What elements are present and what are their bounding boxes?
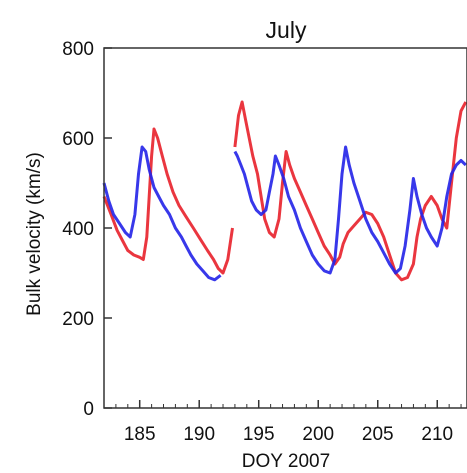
x-axis: 185 190 195 200 205 210 bbox=[103, 400, 462, 445]
x-tick-label: 185 bbox=[124, 424, 156, 445]
y-tick-label: 600 bbox=[62, 129, 94, 150]
y-tick-label: 0 bbox=[83, 399, 94, 420]
y-axis-title: Bulk velocity (km/s) bbox=[24, 152, 45, 316]
chart-title: July bbox=[266, 17, 307, 43]
x-axis-title: DOY 2007 bbox=[242, 451, 330, 472]
series-0-line bbox=[102, 127, 234, 275]
x-tick-label: 200 bbox=[302, 424, 334, 445]
x-tick-label: 205 bbox=[362, 424, 394, 445]
y-tick-label: 200 bbox=[62, 309, 94, 330]
series-1-line bbox=[233, 145, 467, 275]
x-tick-label: 195 bbox=[243, 424, 275, 445]
x-tick-label: 210 bbox=[421, 424, 453, 445]
x-tick-label: 190 bbox=[183, 424, 215, 445]
y-tick-label: 400 bbox=[62, 219, 94, 240]
y-tick-label: 800 bbox=[62, 39, 94, 60]
series-1-line bbox=[102, 145, 222, 282]
plot-area bbox=[102, 100, 467, 282]
series-0-line bbox=[233, 100, 467, 282]
y-axis: 0 200 400 600 800 bbox=[62, 39, 112, 420]
plot-frame bbox=[103, 47, 467, 409]
